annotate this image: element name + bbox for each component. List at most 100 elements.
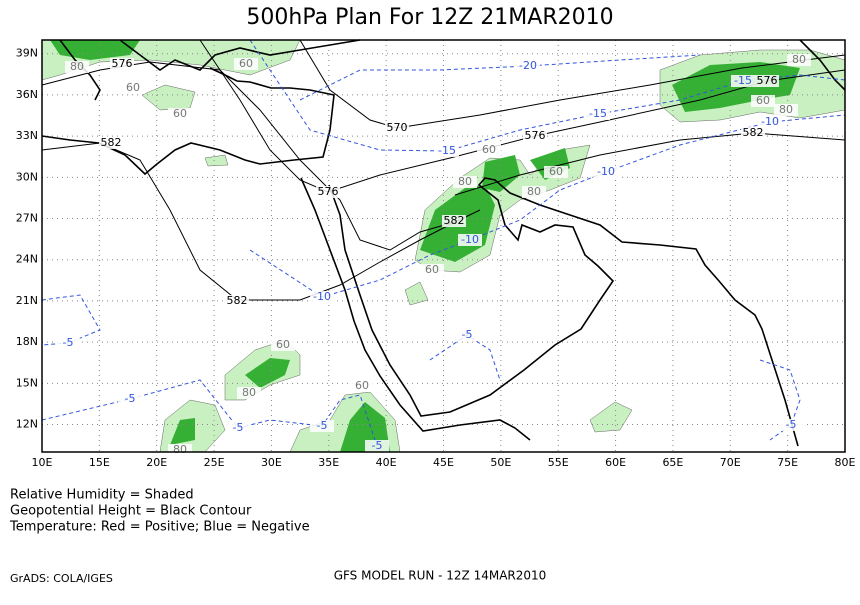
lon-tick-label: 10E	[32, 456, 53, 469]
lon-tick-label: 65E	[662, 456, 683, 469]
lon-tick-label: 25E	[204, 456, 225, 469]
contour-label: -10	[597, 165, 615, 178]
label-backdrop	[271, 339, 295, 351]
lat-tick-label: 36N	[16, 88, 38, 101]
contour-label: 576	[112, 57, 133, 70]
label-backdrop	[310, 420, 334, 432]
legend-line: Geopotential Height = Black Contour	[10, 504, 252, 519]
label-backdrop	[316, 186, 340, 198]
legend-line: Relative Humidity = Shaded	[10, 488, 194, 503]
lon-tick-label: 75E	[777, 456, 798, 469]
contour-label: 576	[757, 74, 778, 87]
contour-label: -10	[313, 290, 331, 303]
lat-tick-label: 21N	[16, 294, 38, 307]
contour-label: 576	[525, 129, 546, 142]
contour-label: 60	[756, 94, 770, 107]
label-backdrop	[99, 137, 123, 149]
contour-label: 80	[792, 53, 806, 66]
lat-tick-label: 24N	[16, 253, 38, 266]
contour-label: -5	[317, 419, 328, 432]
label-backdrop	[56, 337, 80, 349]
model-run: GFS MODEL RUN - 12Z 14MAR2010	[334, 569, 547, 583]
label-backdrop	[741, 127, 765, 139]
contour-label: 576	[318, 185, 339, 198]
lon-tick-label: 55E	[548, 456, 569, 469]
lat-tick-label: 12N	[16, 418, 38, 431]
lat-tick-label: 15N	[16, 376, 38, 389]
label-backdrop	[168, 444, 192, 456]
label-backdrop	[774, 104, 798, 116]
contour-label: 60	[126, 81, 140, 94]
contour-label: 60	[482, 143, 496, 156]
label-backdrop	[758, 116, 782, 128]
lon-tick-label: 80E	[835, 456, 856, 469]
contour-label: 582	[227, 294, 248, 307]
contour-label: 80	[70, 60, 84, 73]
contour-label: 80	[458, 175, 472, 188]
contour-labels: 576 80 60 60 60 -20 570 -15 576 -15 60 -15 576 60 80 80…	[56, 53, 811, 456]
contour-label: 60	[173, 107, 187, 120]
label-backdrop	[787, 54, 811, 66]
map-frame	[41, 39, 846, 453]
label-backdrop	[544, 166, 568, 178]
label-backdrop	[310, 291, 334, 303]
label-backdrop	[234, 58, 258, 70]
legend-line: Temperature: Red = Positive; Blue = Nega…	[9, 520, 310, 535]
label-backdrop	[442, 215, 466, 227]
contour-label: 60	[276, 338, 290, 351]
label-backdrop	[751, 95, 775, 107]
label-backdrop	[121, 82, 145, 94]
lat-tick-label: 30N	[16, 170, 38, 183]
label-backdrop	[385, 122, 409, 134]
label-backdrop	[168, 108, 192, 120]
contour-label: -15	[734, 74, 752, 87]
label-backdrop	[594, 166, 618, 178]
label-backdrop	[226, 422, 250, 434]
contour-label: 60	[355, 379, 369, 392]
contour-label: -5	[63, 336, 74, 349]
label-backdrop	[755, 75, 779, 87]
label-backdrop	[523, 130, 547, 142]
lon-tick-label: 15E	[89, 456, 110, 469]
contour-label: 582	[444, 214, 465, 227]
contour-label: 582	[101, 136, 122, 149]
label-backdrop	[225, 295, 249, 307]
lon-tick-label: 45E	[433, 456, 454, 469]
label-backdrop	[458, 234, 482, 246]
lon-tick-label: 30E	[261, 456, 282, 469]
label-backdrop	[110, 58, 134, 70]
contour-label: -5	[233, 421, 244, 434]
contour-label: 80	[242, 386, 256, 399]
coastlines	[41, 39, 846, 447]
lat-tick-label: 39N	[16, 47, 38, 60]
label-backdrop	[118, 393, 142, 405]
label-backdrop	[477, 144, 501, 156]
contour-label: -15	[589, 107, 607, 120]
contour-label: -10	[461, 233, 479, 246]
label-backdrop	[65, 61, 89, 73]
lon-tick-label: 20E	[146, 456, 167, 469]
contour-label: 80	[779, 103, 793, 116]
label-backdrop	[365, 440, 389, 452]
title: 500hPa Plan For 12Z 21MAR2010	[246, 5, 613, 30]
label-backdrop	[237, 387, 261, 399]
label-backdrop	[420, 264, 444, 276]
label-backdrop	[350, 380, 374, 392]
lon-tick-label: 60E	[605, 456, 626, 469]
lat-tick-label: 33N	[16, 129, 38, 142]
lat-tick-label: 18N	[16, 335, 38, 348]
contour-label: -10	[761, 115, 779, 128]
label-backdrop	[779, 419, 803, 431]
contour-label: -5	[462, 328, 473, 341]
contour-label: 570	[387, 121, 408, 134]
label-backdrop	[455, 329, 479, 341]
contour-label: 60	[239, 57, 253, 70]
contour-label: 80	[527, 185, 541, 198]
credit: GrADS: COLA/IGES	[10, 572, 113, 585]
contour-label: 60	[425, 263, 439, 276]
lon-tick-label: 40E	[376, 456, 397, 469]
contour-label: 60	[549, 165, 563, 178]
label-backdrop	[586, 108, 610, 120]
contour-label: -5	[125, 392, 136, 405]
